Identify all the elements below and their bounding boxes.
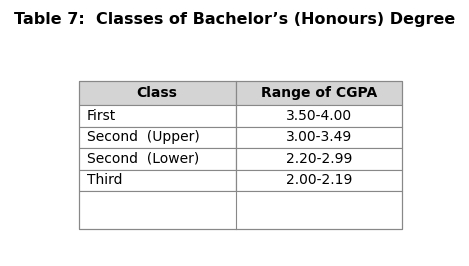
Bar: [79, 169, 235, 191]
Text: Third: Third: [87, 173, 122, 187]
Bar: [79, 148, 235, 169]
Bar: [235, 105, 402, 127]
Text: 2.00-2.19: 2.00-2.19: [286, 173, 352, 187]
Bar: [79, 81, 235, 105]
Bar: [235, 81, 402, 105]
Text: Class: Class: [136, 86, 177, 100]
Text: 3.00-3.49: 3.00-3.49: [286, 131, 352, 144]
Bar: [235, 169, 402, 191]
Bar: [79, 191, 402, 228]
Text: First: First: [87, 109, 116, 123]
Bar: [235, 127, 402, 148]
Bar: [79, 81, 402, 228]
Text: Second  (Lower): Second (Lower): [87, 152, 199, 166]
Text: Range of CGPA: Range of CGPA: [261, 86, 377, 100]
Bar: [79, 105, 235, 127]
Text: Table 7:  Classes of Bachelor’s (Honours) Degree: Table 7: Classes of Bachelor’s (Honours)…: [14, 12, 455, 27]
Bar: [235, 148, 402, 169]
Text: 2.20-2.99: 2.20-2.99: [286, 152, 352, 166]
Text: 3.50-4.00: 3.50-4.00: [286, 109, 352, 123]
Text: Second  (Upper): Second (Upper): [87, 131, 199, 144]
Bar: [79, 127, 235, 148]
